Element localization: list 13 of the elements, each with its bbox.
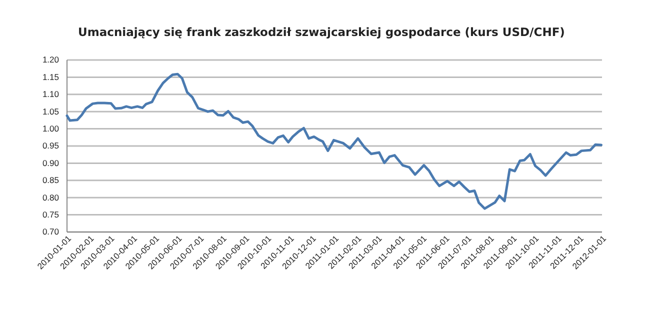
line-series — [66, 72, 603, 210]
y-tick-label: 0.95 — [42, 140, 60, 151]
y-tick-label: 1.00 — [42, 124, 60, 134]
y-tick-label: 0.75 — [42, 210, 60, 220]
chart-title: Umacniający się frank zaszkodził szwajcarskiej gospodarce (kurs USD/CHF) — [78, 25, 565, 39]
y-tick-label: 1.05 — [42, 106, 60, 116]
y-tick-label: 0.80 — [42, 192, 60, 202]
y-tick-label: 0.70 — [42, 226, 60, 237]
y-tick-label: 1.15 — [42, 72, 60, 82]
y-tick-label: 0.90 — [42, 158, 60, 168]
y-tick-label: 1.20 — [42, 54, 60, 65]
y-tick-label: 1.10 — [42, 89, 60, 100]
y-tick-label: 0.85 — [42, 175, 60, 186]
